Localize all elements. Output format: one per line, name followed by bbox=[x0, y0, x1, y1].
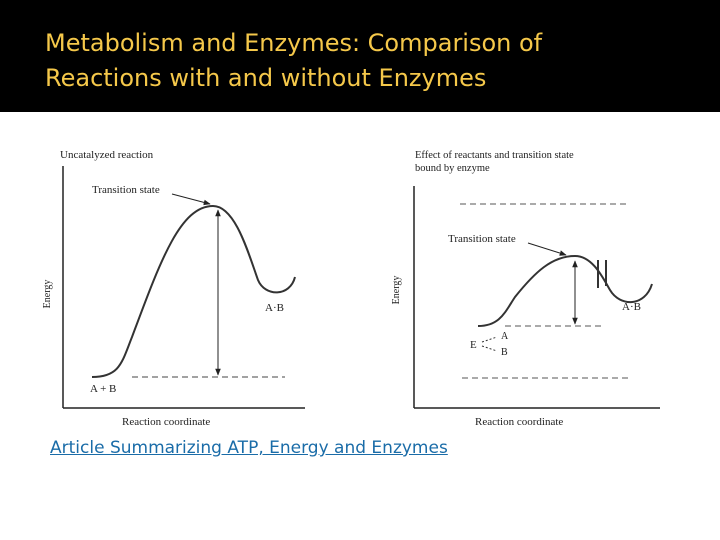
left-x-axis-label: Reaction coordinate bbox=[122, 416, 210, 428]
left-transition-arrow bbox=[171, 193, 211, 206]
title-bar bbox=[0, 0, 720, 112]
right-bound-a-label: A bbox=[501, 331, 509, 342]
right-transition-label: Transition state bbox=[448, 233, 516, 245]
right-enzyme-label: E bbox=[470, 339, 477, 351]
left-energy-diagram: Uncatalyzed reaction Energy Reaction coo… bbox=[42, 149, 305, 428]
right-enzyme-bind-line-a bbox=[481, 336, 498, 343]
article-link[interactable]: Article Summarizing ATP, Energy and Enzy… bbox=[50, 438, 448, 458]
right-energy-curve bbox=[477, 254, 653, 327]
energy-diagrams: Uncatalyzed reaction Energy Reaction coo… bbox=[42, 149, 660, 428]
left-transition-label: Transition state bbox=[92, 184, 160, 196]
left-product-label: A·B bbox=[265, 302, 284, 314]
right-bound-b-label: B bbox=[501, 347, 508, 358]
right-transition-arrow bbox=[527, 242, 567, 256]
right-enzyme-bind-line-b bbox=[481, 345, 498, 352]
right-y-axis-label: Energy bbox=[391, 276, 402, 305]
right-diagram-title-line-2: bound by enzyme bbox=[415, 163, 490, 174]
left-y-axis-label: Energy bbox=[42, 280, 53, 309]
title-line-1: Metabolism and Enzymes: Comparison of bbox=[45, 29, 543, 57]
left-reactant-label: A + B bbox=[90, 383, 116, 395]
left-diagram-title: Uncatalyzed reaction bbox=[60, 149, 154, 161]
right-x-axis-label: Reaction coordinate bbox=[475, 416, 563, 428]
right-product-label: A·B bbox=[622, 301, 641, 313]
right-energy-diagram: Effect of reactants and transition state… bbox=[391, 150, 660, 428]
right-diagram-title-line-1: Effect of reactants and transition state bbox=[415, 150, 574, 161]
title-line-2: Reactions with and without Enzymes bbox=[45, 64, 487, 92]
left-energy-curve bbox=[91, 204, 296, 378]
slide-title: Metabolism and Enzymes: Comparison of Re… bbox=[45, 26, 705, 96]
